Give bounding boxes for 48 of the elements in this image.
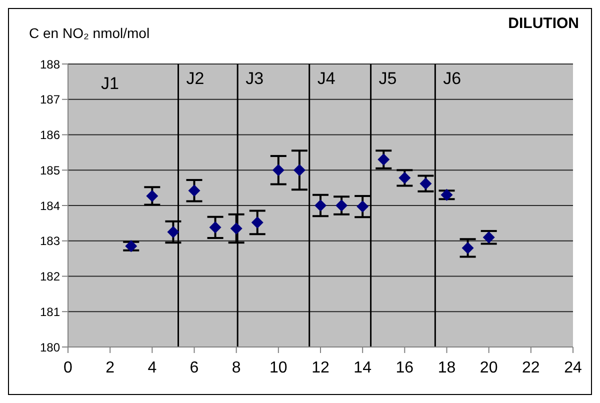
point: [482, 231, 495, 244]
point: [356, 200, 369, 213]
point: [398, 172, 411, 184]
point: [188, 184, 200, 197]
x-tick-label: 16: [396, 359, 414, 376]
point: [209, 221, 222, 234]
x-tick-label: 12: [312, 359, 330, 376]
y-axis-title: C en NO₂ nmol/mol: [29, 25, 150, 41]
x-tick-label: 22: [522, 359, 540, 376]
y-tick-label: 182: [40, 270, 60, 284]
x-tick-label: 4: [148, 359, 157, 376]
point: [440, 188, 453, 201]
point: [125, 240, 138, 252]
ref-line-label: J3: [246, 69, 264, 88]
x-tick-label: 24: [564, 359, 582, 376]
x-tick-label: 8: [232, 359, 241, 376]
x-tick-label: 14: [354, 359, 372, 376]
y-tick-label: 186: [40, 128, 60, 142]
y-tick-label: 181: [40, 304, 60, 319]
annotation: J1: [101, 74, 119, 93]
point: [230, 222, 242, 234]
point: [272, 164, 284, 176]
x-tick-label: 0: [64, 359, 73, 376]
point: [314, 200, 326, 212]
ref-line-label: J4: [317, 69, 336, 88]
x-tick-label: 10: [270, 359, 288, 376]
point: [462, 242, 474, 254]
y-tick-label: 185: [40, 163, 60, 178]
x-tick-label: 6: [190, 359, 199, 376]
y-tick-label: 188: [40, 57, 60, 72]
point: [336, 200, 348, 212]
ref-line-label: J6: [443, 69, 462, 88]
y-tick-label: 183: [40, 234, 60, 248]
x-tick-label: 20: [480, 359, 498, 376]
y-tick-label: 184: [40, 198, 60, 213]
y-tick-label: 180: [40, 340, 60, 354]
x-tick-label: 2: [106, 359, 115, 376]
chart-title: DILUTION: [507, 15, 579, 32]
y-tick-label: 187: [40, 92, 60, 107]
ref-line-label: J2: [186, 69, 204, 88]
point: [378, 154, 390, 166]
point: [420, 178, 432, 190]
ref-line-label: J5: [378, 69, 397, 88]
point: [167, 226, 180, 238]
x-tick-label: 18: [438, 359, 456, 376]
point: [293, 164, 306, 176]
point: [146, 190, 158, 202]
point: [251, 216, 264, 228]
